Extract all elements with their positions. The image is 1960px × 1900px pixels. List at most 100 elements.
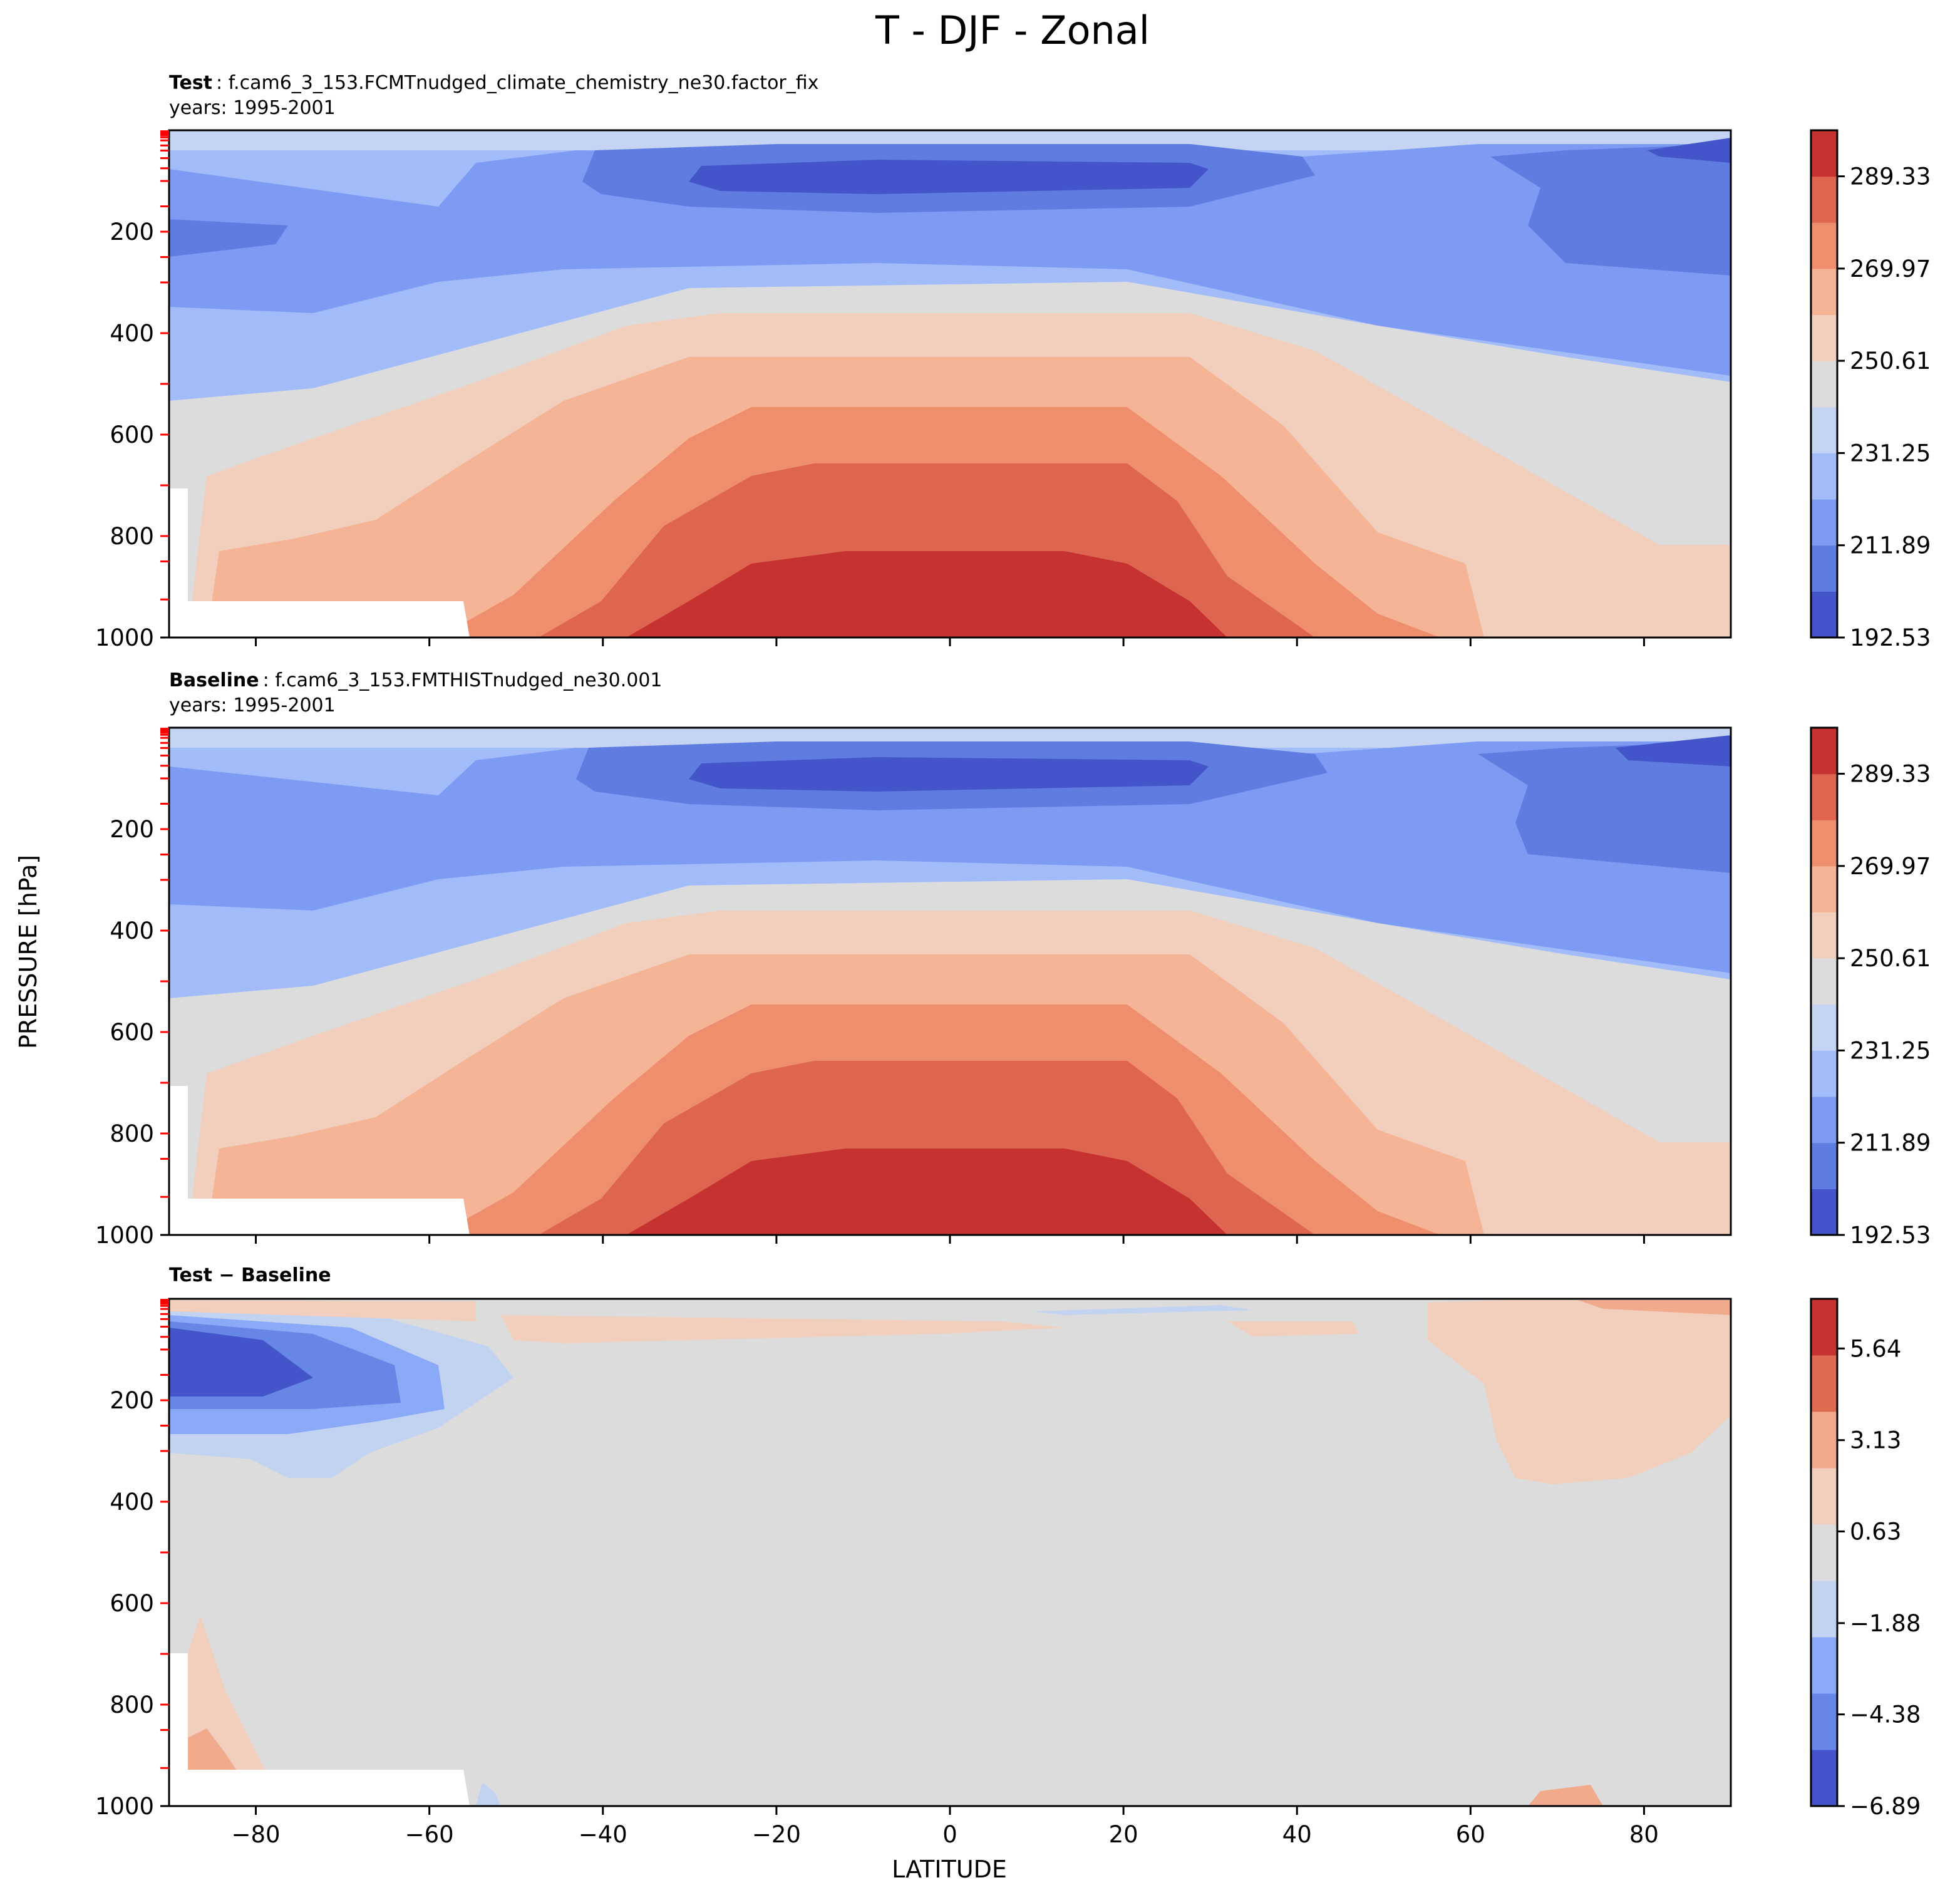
y-tick-label: 600 [110,1590,154,1617]
colorbar-tick-label: 192.53 [1850,1222,1931,1249]
colorbar-segment [1811,1097,1837,1144]
colorbar-segment [1811,865,1837,913]
panel-baseline-level-markers [160,728,169,1198]
y-tick-label: 400 [110,917,154,944]
colorbar-tick-label: 231.25 [1850,440,1931,467]
y-tick-label: 600 [110,1019,154,1046]
panel-test-level-13 [626,551,1227,638]
panel-test-level-7 [169,219,288,257]
colorbar-segment [1811,728,1837,775]
x-tick-label: 80 [1629,1821,1659,1848]
panel-difference-x-ticks: −80 −60 −40 −20 0 20 40 60 80 [232,1806,1659,1848]
colorbar-tick-label: 0.63 [1850,1518,1901,1545]
y-tick-label: 1000 [95,1222,154,1249]
colorbar-segment [1811,361,1837,408]
colorbar-tick-label: 5.64 [1850,1335,1901,1362]
x-tick-label: −60 [405,1821,454,1848]
colorbar-segment [1811,176,1837,223]
panel-baseline-x-ticks [255,1235,1645,1244]
panel-baseline: Baseline: f.cam6_3_153.FMTHISTnudged_ne3… [95,669,1931,1249]
panel-test-terrain [169,488,470,638]
colorbar-segment [1811,1750,1837,1807]
colorbar-segment [1811,1004,1837,1051]
panel-difference-terrain [169,1653,470,1806]
panel-baseline-level-5 [1478,741,1731,873]
panel-baseline-y-ticks: 200 400 600 800 1000 [95,816,169,1249]
panel-test-label: Test: f.cam6_3_153.FCMTnudged_climate_ch… [169,72,818,94]
colorbar-segment [1811,1189,1837,1236]
y-tick-label: 1000 [95,1793,154,1820]
colorbar-tick-label: 231.25 [1850,1037,1931,1064]
panel-baseline-label: Baseline: f.cam6_3_153.FMTHISTnudged_ne3… [169,669,663,691]
colorbar-segment [1811,773,1837,820]
colorbar-segment [1811,958,1837,1005]
panel-test-level-4 [689,160,1209,194]
colorbar-tick-label: 269.97 [1850,853,1931,880]
colorbar-segment [1811,1355,1837,1412]
colorbar-segment [1811,545,1837,592]
panel-difference-pos-br [1528,1785,1603,1806]
x-tick-label: 40 [1282,1821,1312,1848]
colorbar-tick-label: 211.89 [1850,1130,1931,1157]
y-tick-label: 200 [110,219,154,245]
y-tick-label: 200 [110,1387,154,1414]
panel-baseline-contours [169,728,1731,1235]
y-tick-label: 200 [110,816,154,843]
panel-baseline-colorbar: 289.33 269.97 250.61 231.25 211.89 192.53 [1810,726,1931,1249]
colorbar-segment [1811,1524,1837,1581]
y-tick-label: 1000 [95,624,154,651]
panel-test-colorbar: 289.33 269.97 250.61 231.25 211.89 192.53 [1810,129,1931,651]
colorbar-segment [1811,406,1837,453]
y-tick-label: 800 [110,1691,154,1718]
panel-baseline-label-bold: Baseline [169,669,259,691]
colorbar-tick-label: −4.38 [1850,1701,1921,1728]
y-tick-label: 800 [110,1120,154,1147]
panel-difference-contours [169,1299,1731,1806]
x-tick-label: 0 [942,1821,957,1848]
colorbar-frame [1810,129,1839,639]
panel-test-level-markers [160,130,169,601]
panel-baseline-level-4 [689,757,1209,792]
colorbar-segment [1811,314,1837,361]
colorbar-tick-label: 269.97 [1850,256,1931,282]
panel-difference-neg-4 [169,1328,313,1397]
panel-baseline-years: years: 1995-2001 [169,694,336,716]
colorbar-tick-label: 250.61 [1850,945,1931,972]
panel-baseline-level-2 [169,741,1731,973]
colorbar-tick-label: 211.89 [1850,532,1931,559]
colorbar-segment [1811,268,1837,316]
panel-baseline-level-13 [626,1149,1227,1235]
panel-test-y-ticks: 200 400 600 800 1000 [95,219,169,651]
panel-difference-pos-top [169,1300,476,1321]
colorbar-tick-label: 192.53 [1850,624,1931,651]
panel-test-years: years: 1995-2001 [169,97,336,119]
panel-test-level-2 [169,144,1731,376]
colorbar-segment [1811,130,1837,177]
x-tick-label: 60 [1456,1821,1485,1848]
panel-difference-neg-mid [1033,1305,1252,1315]
x-tick-label: −40 [579,1821,627,1848]
colorbar-segment [1811,1412,1837,1469]
panel-difference-pos-right [1428,1300,1731,1484]
colorbar-tick-label: −1.88 [1850,1610,1921,1637]
colorbar-segment [1811,1693,1837,1750]
colorbar-segment [1811,1468,1837,1525]
colorbar-segment [1811,1050,1837,1097]
x-tick-label: 20 [1109,1821,1138,1848]
colorbar-segment [1811,591,1837,638]
colorbar-frame [1810,1298,1839,1807]
colorbar-frame [1810,726,1839,1236]
panel-difference-pos-mid [1227,1321,1359,1336]
panel-difference-colorbar: 5.64 3.13 0.63 −1.88 −4.38 −6.89 [1810,1298,1921,1820]
panel-test-label-bold: Test [169,72,212,94]
colorbar-tick-label: 250.61 [1850,348,1931,374]
panel-test: Test: f.cam6_3_153.FCMTnudged_climate_ch… [95,72,1931,651]
colorbar-segment [1811,1142,1837,1189]
x-axis-label: LATITUDE [892,1856,1007,1883]
panel-test-level-6 [1647,138,1731,163]
panel-baseline-level-6 [1616,735,1731,767]
panel-test-level-5 [1490,144,1731,276]
colorbar-tick-label: 289.33 [1850,761,1931,788]
x-tick-label: −20 [752,1821,801,1848]
